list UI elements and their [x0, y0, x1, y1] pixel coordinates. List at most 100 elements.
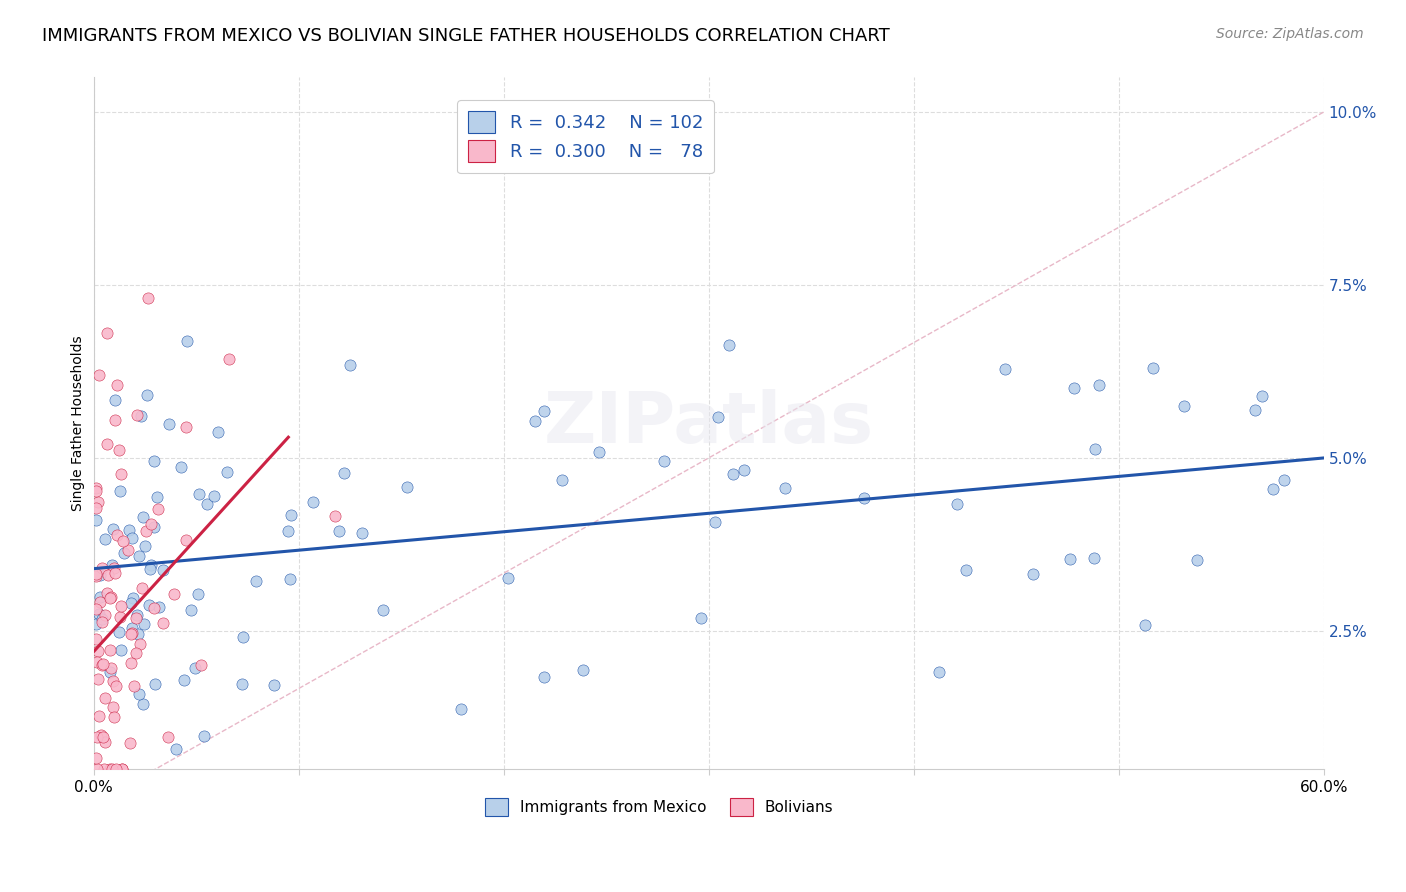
Point: [84, 750, 107, 764]
Point: [110, 599, 132, 613]
Point: [84, 632, 107, 646]
Point: [121, 621, 143, 635]
Point: [163, 587, 186, 601]
Point: [90, 658, 112, 673]
Point: [96, 437, 118, 451]
Point: [572, 663, 595, 677]
Point: [180, 603, 202, 617]
Point: [588, 445, 610, 459]
Point: [94, 734, 117, 748]
Point: [280, 508, 302, 522]
Point: [101, 674, 124, 689]
Point: [994, 361, 1017, 376]
Point: [773, 481, 796, 495]
Point: [704, 515, 727, 529]
Point: [152, 616, 174, 631]
Point: [84, 566, 107, 581]
Point: [84, 601, 107, 615]
Point: [98, 665, 121, 679]
Point: [129, 409, 152, 424]
Point: [103, 522, 125, 536]
Point: [143, 520, 166, 534]
Point: [143, 454, 166, 468]
Point: [117, 542, 139, 557]
Point: [127, 626, 149, 640]
Point: [91, 657, 114, 671]
Point: [1263, 482, 1285, 496]
Point: [302, 495, 325, 509]
Point: [202, 489, 225, 503]
Point: [127, 408, 149, 422]
Point: [190, 657, 212, 672]
Point: [97, 568, 120, 582]
Point: [652, 454, 675, 468]
Point: [90, 728, 112, 742]
Point: [84, 501, 107, 516]
Point: [132, 509, 155, 524]
Point: [101, 558, 124, 572]
Point: [108, 624, 131, 639]
Point: [245, 574, 267, 589]
Point: [323, 508, 346, 523]
Point: [134, 539, 156, 553]
Point: [1083, 442, 1105, 457]
Point: [1063, 381, 1085, 395]
Point: [84, 481, 107, 495]
Point: [94, 532, 117, 546]
Point: [733, 463, 755, 477]
Point: [1059, 552, 1081, 566]
Point: [111, 533, 134, 548]
Point: [108, 443, 131, 458]
Point: [170, 460, 193, 475]
Point: [121, 531, 143, 545]
Point: [84, 484, 107, 499]
Point: [89, 568, 111, 582]
Point: [135, 524, 157, 538]
Point: [139, 562, 162, 576]
Point: [91, 561, 114, 575]
Point: [1087, 378, 1109, 392]
Point: [93, 762, 115, 776]
Point: [1021, 567, 1043, 582]
Point: [111, 762, 134, 776]
Point: [523, 414, 546, 428]
Point: [86, 730, 108, 744]
Point: [89, 607, 111, 621]
Point: [96, 585, 118, 599]
Point: [146, 501, 169, 516]
Point: [533, 404, 555, 418]
Point: [217, 466, 239, 480]
Point: [277, 524, 299, 538]
Point: [108, 609, 131, 624]
Point: [1244, 402, 1267, 417]
Point: [1272, 473, 1295, 487]
Point: [105, 377, 128, 392]
Point: [328, 524, 350, 539]
Point: [1142, 360, 1164, 375]
Point: [278, 572, 301, 586]
Point: [90, 612, 112, 626]
Y-axis label: Single Father Households: Single Father Households: [72, 335, 86, 511]
Point: [122, 679, 145, 693]
Point: [120, 626, 142, 640]
Point: [90, 615, 112, 629]
Point: [120, 596, 142, 610]
Point: [1133, 617, 1156, 632]
Point: [91, 730, 114, 744]
Point: [118, 524, 141, 538]
Point: [184, 661, 207, 675]
Point: [118, 735, 141, 749]
Point: [156, 730, 179, 744]
Point: [110, 467, 132, 481]
Point: [174, 419, 197, 434]
Point: [187, 587, 209, 601]
Point: [136, 291, 159, 305]
Point: [120, 656, 142, 670]
Point: [111, 762, 134, 776]
Point: [1185, 553, 1208, 567]
Point: [690, 610, 713, 624]
Point: [101, 762, 124, 776]
Point: [87, 494, 110, 508]
Point: [127, 608, 149, 623]
Point: [103, 710, 125, 724]
